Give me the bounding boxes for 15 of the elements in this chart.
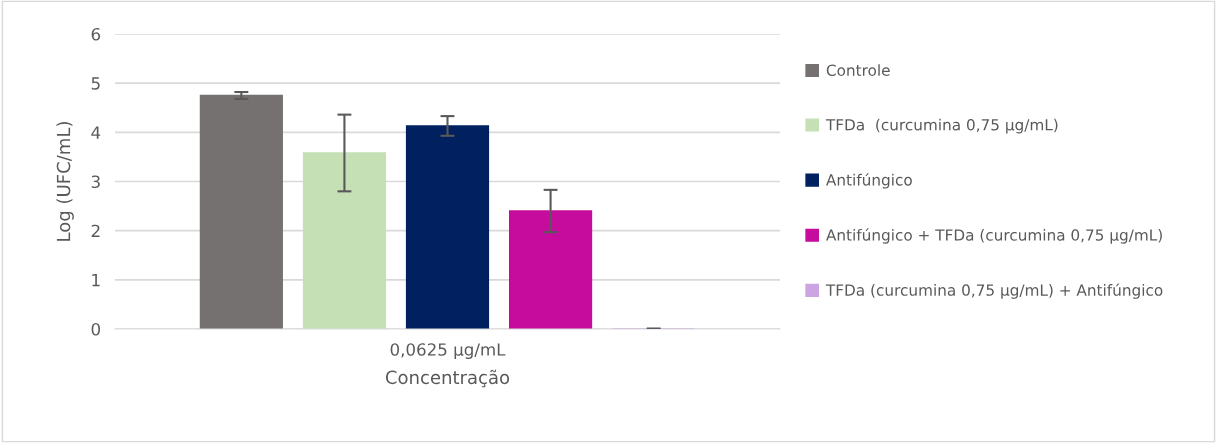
x-axis-title: Concentração [385, 369, 510, 388]
y-tick-label: 0 [91, 322, 100, 336]
legend-label: Controle [826, 64, 890, 76]
y-tick-label: 6 [91, 27, 101, 41]
y-axis-title: Log (UFC/mL) [56, 122, 74, 241]
legend-label: Antifúngico + TFDa (curcumina 0,75 µg/mL) [826, 228, 1162, 244]
y-tick-label: 1 [92, 274, 100, 287]
legend-label: TFDa (curcumina 0,75 µg/mL) + Antifúngico [825, 283, 1163, 299]
y-tick-label: 5 [91, 77, 100, 90]
legend-label: TFDa (curcumina 0,75 µg/mL) [825, 118, 1058, 134]
y-tick-label: 2 [91, 224, 100, 237]
x-tick-label: 0,0625 µg/mL [390, 343, 506, 360]
y-tick-label: 4 [91, 126, 101, 139]
y-tick-label: 3 [91, 175, 100, 189]
legend-label: Antifúngico [826, 173, 912, 189]
